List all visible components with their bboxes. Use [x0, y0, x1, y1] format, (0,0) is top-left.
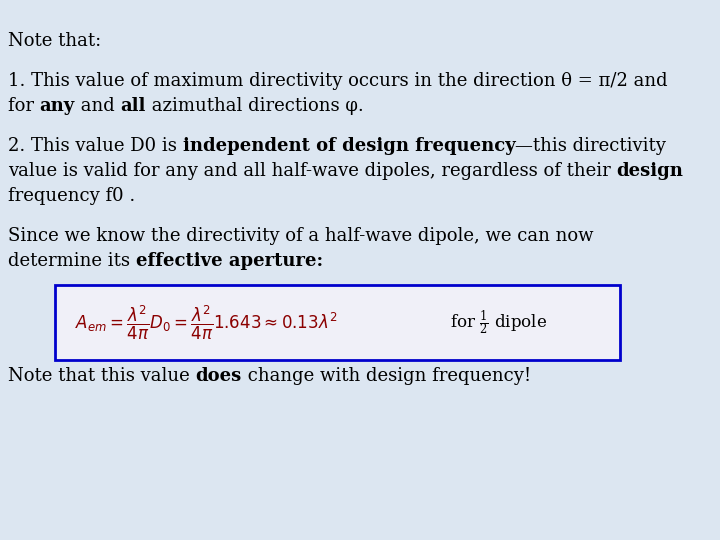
Text: effective aperture:: effective aperture:	[136, 252, 323, 270]
Text: design: design	[616, 162, 683, 180]
Text: Note that:: Note that:	[8, 32, 102, 50]
Text: change with design frequency!: change with design frequency!	[242, 367, 531, 385]
Text: 2. This value D0 is: 2. This value D0 is	[8, 137, 183, 155]
Text: and: and	[75, 97, 120, 115]
Text: value is valid for any and all half-wave dipoles, regardless of their: value is valid for any and all half-wave…	[8, 162, 616, 180]
Bar	[55, 285, 620, 360]
Text: $A_{em} = \dfrac{\lambda^2}{4\pi}D_0 = \dfrac{\lambda^2}{4\pi}1.643 \approx 0.13: $A_{em} = \dfrac{\lambda^2}{4\pi}D_0 = \…	[75, 304, 338, 342]
Text: 1. This value of maximum directivity occurs in the direction θ = π/2 and: 1. This value of maximum directivity occ…	[8, 72, 667, 90]
Text: does: does	[196, 367, 242, 385]
Text: frequency f0 .: frequency f0 .	[8, 187, 135, 205]
Text: —this directivity: —this directivity	[516, 137, 666, 155]
Text: azimuthal directions φ.: azimuthal directions φ.	[146, 97, 364, 115]
Text: determine its: determine its	[8, 252, 136, 270]
Text: any: any	[40, 97, 75, 115]
Text: for: for	[8, 97, 40, 115]
Text: Since we know the directivity of a half-wave dipole, we can now: Since we know the directivity of a half-…	[8, 227, 593, 245]
Text: independent of design frequency: independent of design frequency	[183, 137, 516, 155]
Text: Note that this value: Note that this value	[8, 367, 196, 385]
Text: all: all	[120, 97, 146, 115]
Text: for $\mathregular{\frac{1}{2}}$ dipole: for $\mathregular{\frac{1}{2}}$ dipole	[450, 309, 547, 338]
